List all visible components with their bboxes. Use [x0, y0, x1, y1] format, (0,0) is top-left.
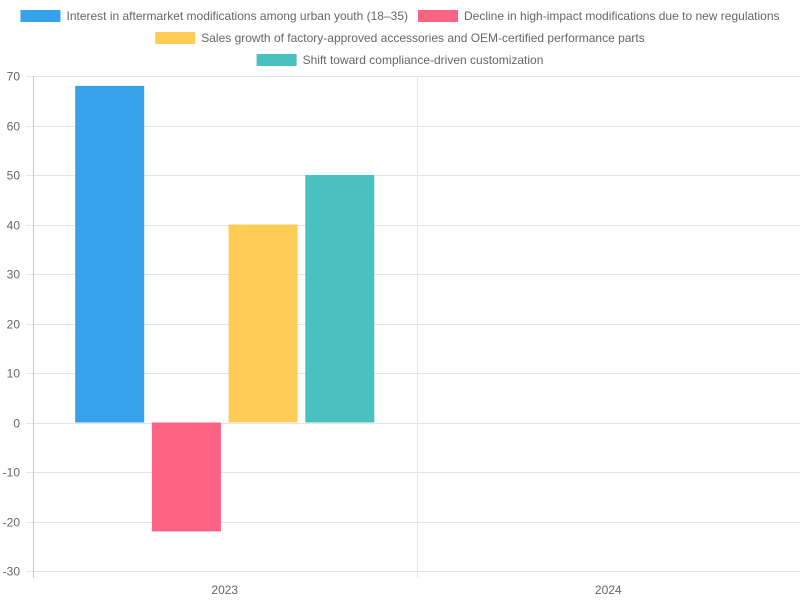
legend-item: Shift toward compliance-driven customiza… — [256, 53, 544, 67]
y-tick-label: 60 — [7, 120, 21, 134]
y-tick-label: -10 — [3, 466, 21, 480]
legend-label: Sales growth of factory-approved accesso… — [201, 31, 645, 45]
x-tick-label: 2023 — [211, 583, 238, 597]
bars — [75, 85, 375, 532]
legend-swatch — [256, 54, 297, 66]
legend-label: Shift toward compliance-driven customiza… — [303, 53, 544, 67]
legend-swatch — [155, 32, 196, 44]
legend-swatch — [20, 10, 61, 22]
y-tick-label: 30 — [7, 268, 21, 282]
y-tick-label: 70 — [7, 70, 21, 84]
y-tick-label: 40 — [7, 219, 21, 233]
y-tick-label: 20 — [7, 318, 21, 332]
bar — [305, 175, 375, 423]
legend: Interest in aftermarket modifications am… — [20, 9, 780, 67]
y-tick-label: 50 — [7, 169, 21, 183]
axes: 70 60 50 40 30 20 10 0 -10 -20 -30 2023 2024 — [3, 70, 622, 598]
y-tick-label: 0 — [13, 417, 20, 431]
grid — [26, 76, 800, 578]
y-tick-label: -30 — [3, 565, 21, 579]
bar — [75, 85, 145, 423]
bar — [151, 422, 221, 532]
legend-label: Decline in high-impact modifications due… — [464, 9, 780, 23]
legend-item: Sales growth of factory-approved accesso… — [155, 31, 645, 45]
legend-label: Interest in aftermarket modifications am… — [66, 9, 408, 23]
bar — [228, 224, 298, 423]
legend-item: Interest in aftermarket modifications am… — [20, 9, 408, 23]
legend-swatch — [418, 10, 458, 22]
legend-item: Decline in high-impact modifications due… — [418, 9, 780, 23]
x-tick-label: 2024 — [595, 583, 622, 597]
y-tick-label: 10 — [7, 367, 21, 381]
y-tick-label: -20 — [3, 516, 21, 530]
